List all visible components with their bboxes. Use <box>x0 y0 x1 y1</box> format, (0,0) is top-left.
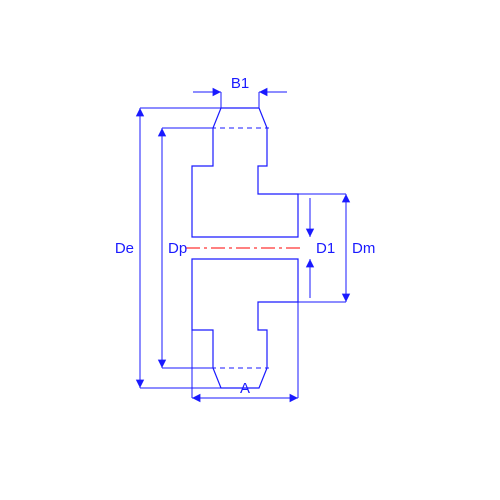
label-de: De <box>115 240 134 257</box>
label-dp: Dp <box>168 240 187 257</box>
label-d1: D1 <box>316 240 335 257</box>
label-dm: Dm <box>352 240 375 257</box>
label-b1: B1 <box>231 75 249 92</box>
sprocket-upper <box>192 108 298 237</box>
label-a: A <box>240 380 250 397</box>
sprocket-lower <box>192 259 298 388</box>
